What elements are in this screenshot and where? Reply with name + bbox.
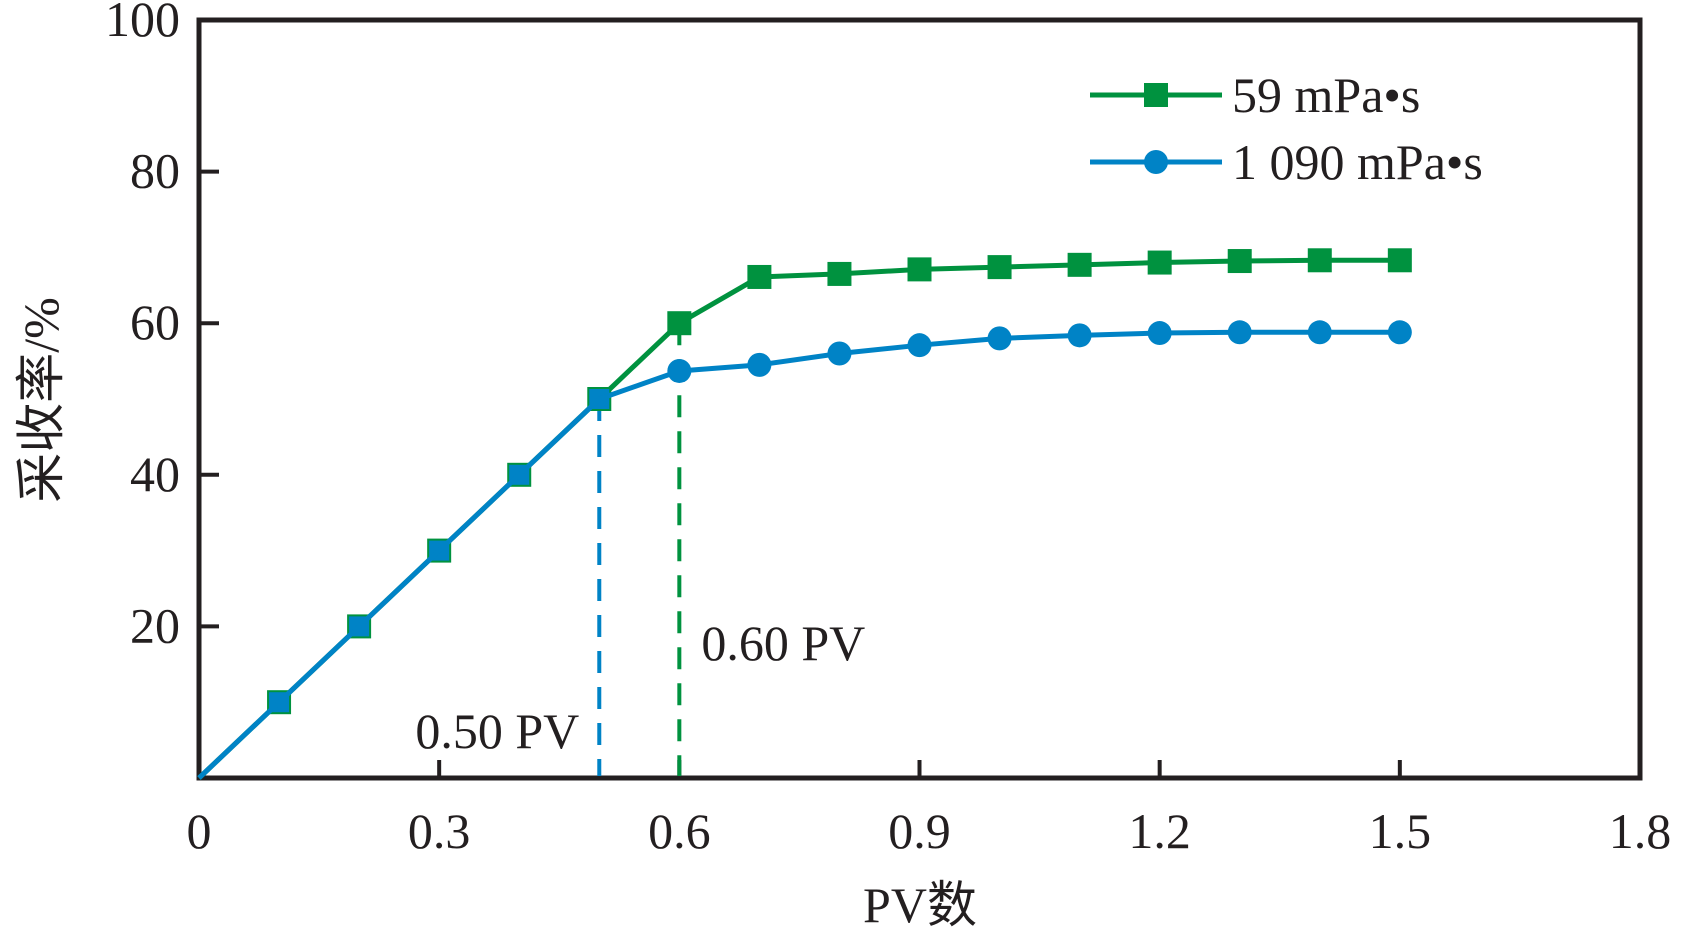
legend-item: 1 090 mPa•s <box>1090 134 1483 190</box>
data-point-square <box>987 255 1012 280</box>
legend-marker-circle <box>1144 150 1168 174</box>
data-point-circle <box>827 341 852 366</box>
data-point-square <box>1387 248 1412 273</box>
y-tick-label: 20 <box>130 597 180 653</box>
data-point-circle <box>1227 320 1252 345</box>
x-tick-label: 1.8 <box>1609 803 1672 859</box>
series-1-090-mpa-s <box>197 320 1412 780</box>
series-group <box>197 248 1412 780</box>
data-point-circle <box>1387 320 1412 345</box>
axes: 0 0.3 0.6 0.9 1.2 1.5 1.8 20 40 60 80 100 <box>105 0 1671 859</box>
data-point-circle <box>907 333 932 358</box>
data-point-square <box>1307 248 1332 273</box>
x-tick-label: 0 <box>187 803 212 859</box>
y-tick-label: 40 <box>130 446 180 502</box>
data-point-square <box>1067 252 1092 277</box>
data-point-square <box>1147 250 1172 275</box>
annotation-label: 0.50 PV <box>415 703 579 759</box>
legend: 59 mPa•s 1 090 mPa•s <box>1090 67 1483 190</box>
data-point-circle <box>1067 323 1092 348</box>
y-tick-label: 100 <box>105 0 180 47</box>
x-tick-label: 1.5 <box>1369 803 1432 859</box>
legend-label: 59 mPa•s <box>1232 67 1420 123</box>
data-point-circle <box>987 326 1012 351</box>
x-tick-label: 0.9 <box>888 803 951 859</box>
annotations: 0.50 PV 0.60 PV <box>415 323 865 776</box>
data-point-circle <box>1147 321 1172 346</box>
data-point-circle <box>747 352 772 377</box>
data-point-square <box>827 261 852 286</box>
x-axis-title: PV数 <box>863 877 977 930</box>
legend-marker-square <box>1144 83 1168 107</box>
legend-label: 1 090 mPa•s <box>1232 134 1483 190</box>
legend-item: 59 mPa•s <box>1090 67 1420 123</box>
y-tick-label: 60 <box>130 294 180 350</box>
y-axis-title: 采收率/% <box>13 297 69 503</box>
x-tick-label: 1.2 <box>1128 803 1191 859</box>
data-point-circle <box>1307 320 1332 345</box>
data-point-square <box>667 311 692 336</box>
y-tick-label: 80 <box>130 143 180 199</box>
x-tick-label: 0.3 <box>408 803 471 859</box>
x-tick-label: 0.6 <box>648 803 711 859</box>
data-point-circle <box>667 358 692 383</box>
series-line <box>197 329 1400 780</box>
data-point-square <box>1227 249 1252 274</box>
series-line <box>197 257 1400 780</box>
data-point-square <box>747 264 772 289</box>
annotation-label: 0.60 PV <box>701 615 865 671</box>
data-point-square <box>907 257 932 282</box>
